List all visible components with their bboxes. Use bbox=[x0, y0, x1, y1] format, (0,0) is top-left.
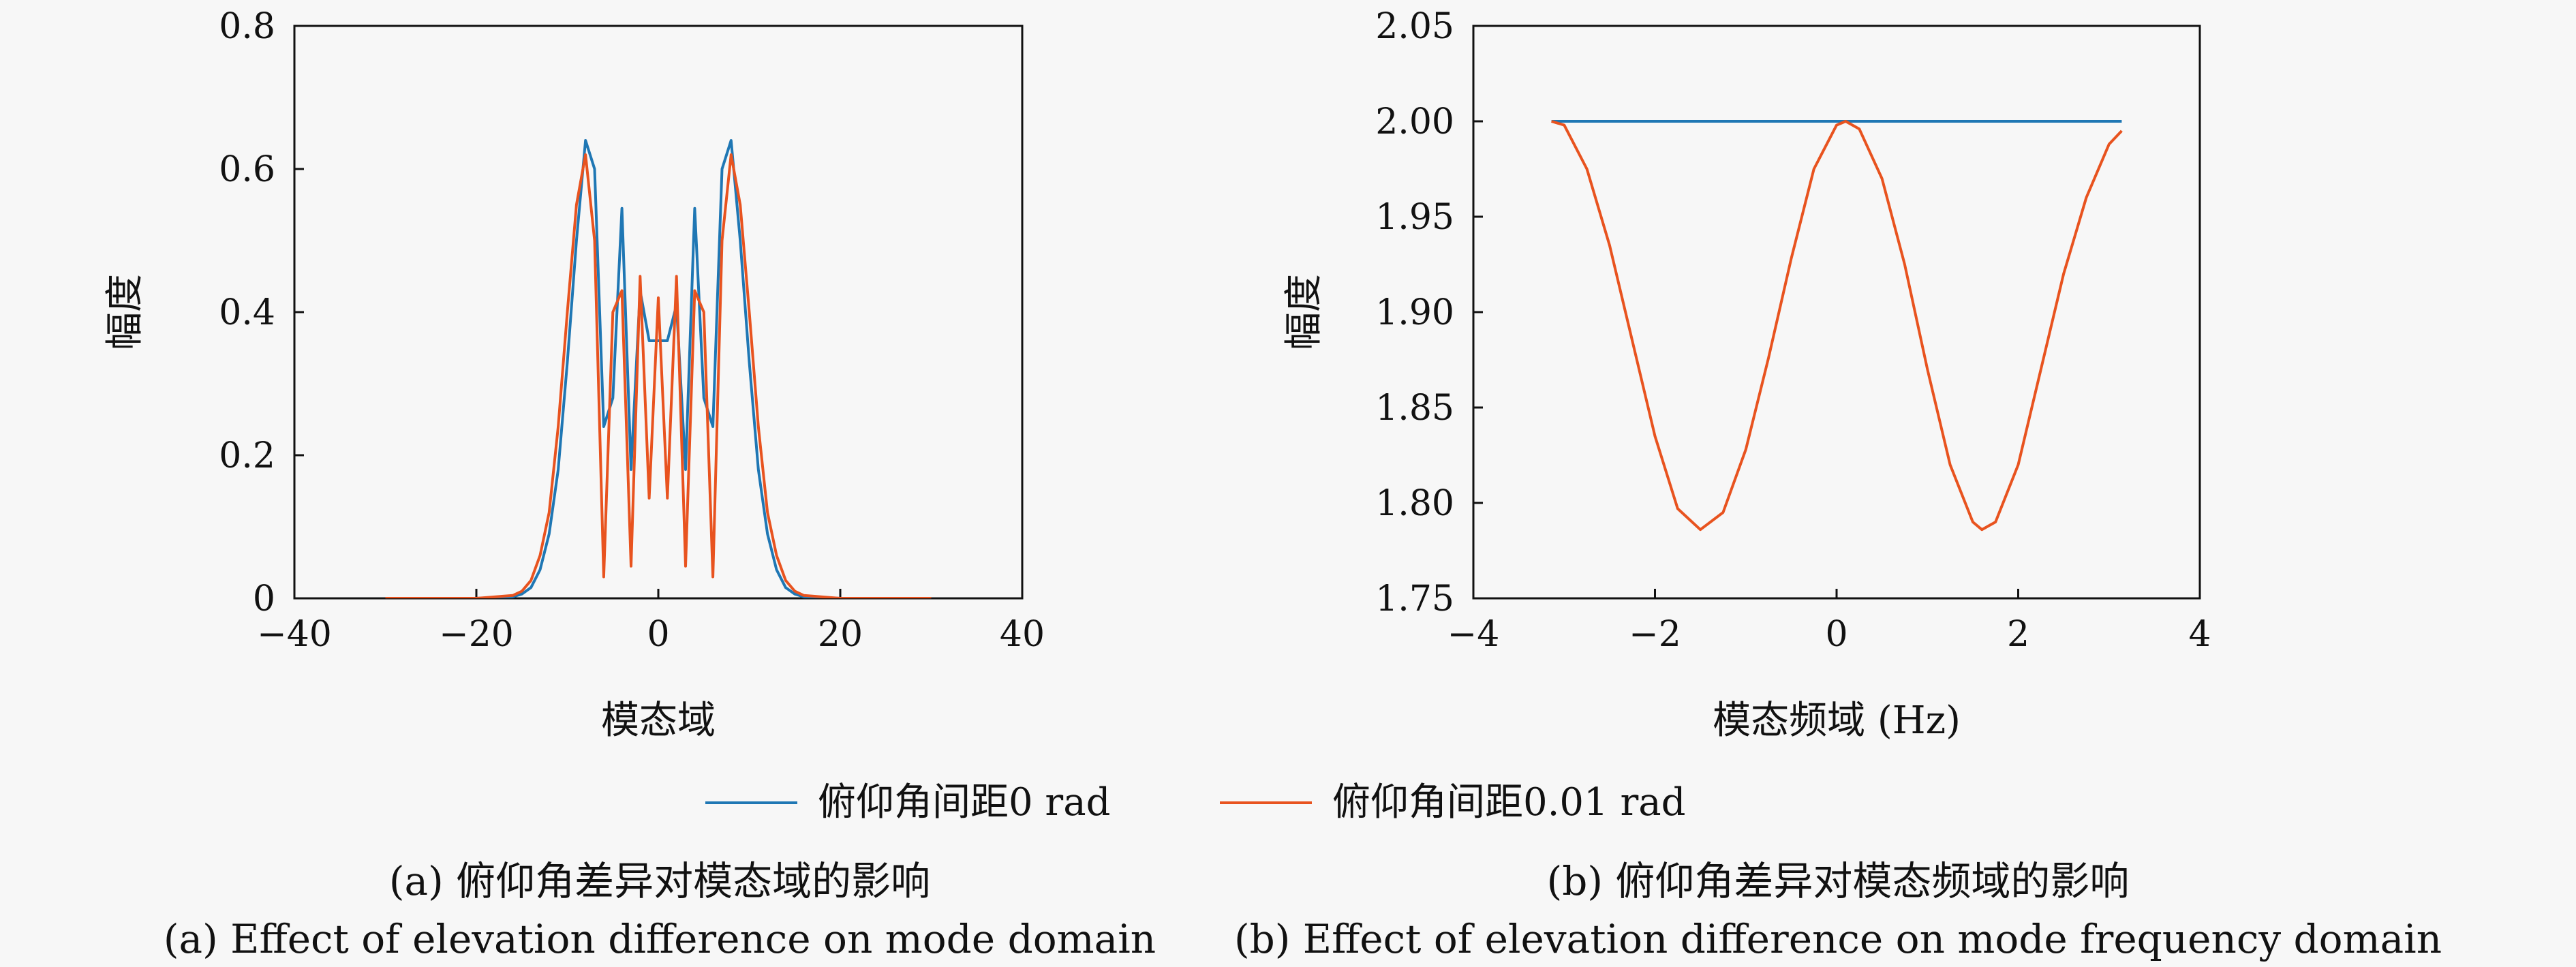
y-tick-label: 1.95 bbox=[1375, 197, 1454, 238]
caption-a-cn: (a) 俯仰角差异对模态域的影响 bbox=[389, 858, 930, 904]
legend-label-orange: 俯仰角间距0.01 rad bbox=[1332, 780, 1686, 825]
panel-a-mode-domain: −40 −20 0 20 40 0 0.2 0.4 0.6 0.8 模态域 幅度 bbox=[103, 6, 1045, 743]
caption-b-en: (b) Effect of elevation difference on mo… bbox=[1234, 916, 2442, 962]
y-tick-label: 1.85 bbox=[1375, 388, 1454, 429]
series-line-blue bbox=[385, 139, 932, 598]
x-tick-label: −4 bbox=[1447, 614, 1500, 655]
x-axis-label: 模态频域 (Hz) bbox=[1713, 699, 1961, 743]
x-tick-label: 0 bbox=[1825, 614, 1847, 655]
x-tick-label: 4 bbox=[2188, 614, 2211, 655]
x-tick-label: 20 bbox=[818, 614, 863, 655]
x-axis-label: 模态域 bbox=[601, 699, 716, 743]
x-tick-label: −20 bbox=[439, 614, 514, 655]
caption-b-cn: (b) 俯仰角差异对模态频域的影响 bbox=[1547, 858, 2130, 904]
y-tick-label: 0.8 bbox=[219, 6, 275, 47]
legend-label-blue: 俯仰角间距0 rad bbox=[818, 780, 1110, 825]
caption-a-en: (a) Effect of elevation difference on mo… bbox=[164, 916, 1156, 962]
y-tick-label: 1.90 bbox=[1375, 292, 1454, 333]
y-axis-label: 幅度 bbox=[1282, 274, 1326, 350]
y-tick-label: 0.4 bbox=[219, 292, 275, 333]
y-tick-label: 2.05 bbox=[1375, 6, 1454, 47]
x-tick-label: −2 bbox=[1629, 614, 1681, 655]
y-tick-label: 1.80 bbox=[1375, 483, 1454, 524]
y-axis-label: 幅度 bbox=[103, 274, 147, 350]
series-line-orange bbox=[385, 153, 932, 598]
y-tick-label: 1.75 bbox=[1375, 579, 1454, 619]
plot-frame bbox=[1472, 25, 2201, 600]
x-tick-label: 0 bbox=[647, 614, 669, 655]
y-tick-label: 0.2 bbox=[219, 435, 275, 476]
x-tick-label: 40 bbox=[1000, 614, 1045, 655]
x-tick-label: −40 bbox=[257, 614, 332, 655]
series-line-orange bbox=[1551, 120, 2123, 532]
x-tick-label: 2 bbox=[2007, 614, 2029, 655]
legend: 俯仰角间距0 rad 俯仰角间距0.01 rad bbox=[705, 780, 1686, 825]
y-tick-label: 2.00 bbox=[1375, 102, 1454, 142]
y-tick-label: 0.6 bbox=[219, 149, 275, 190]
y-tick-label: 0 bbox=[253, 579, 275, 619]
panel-b-mode-frequency-domain: −4 −2 0 2 4 1.75 1.80 1.85 1.90 1.95 2.00 2.05 模态频域 … bbox=[1282, 6, 2211, 743]
